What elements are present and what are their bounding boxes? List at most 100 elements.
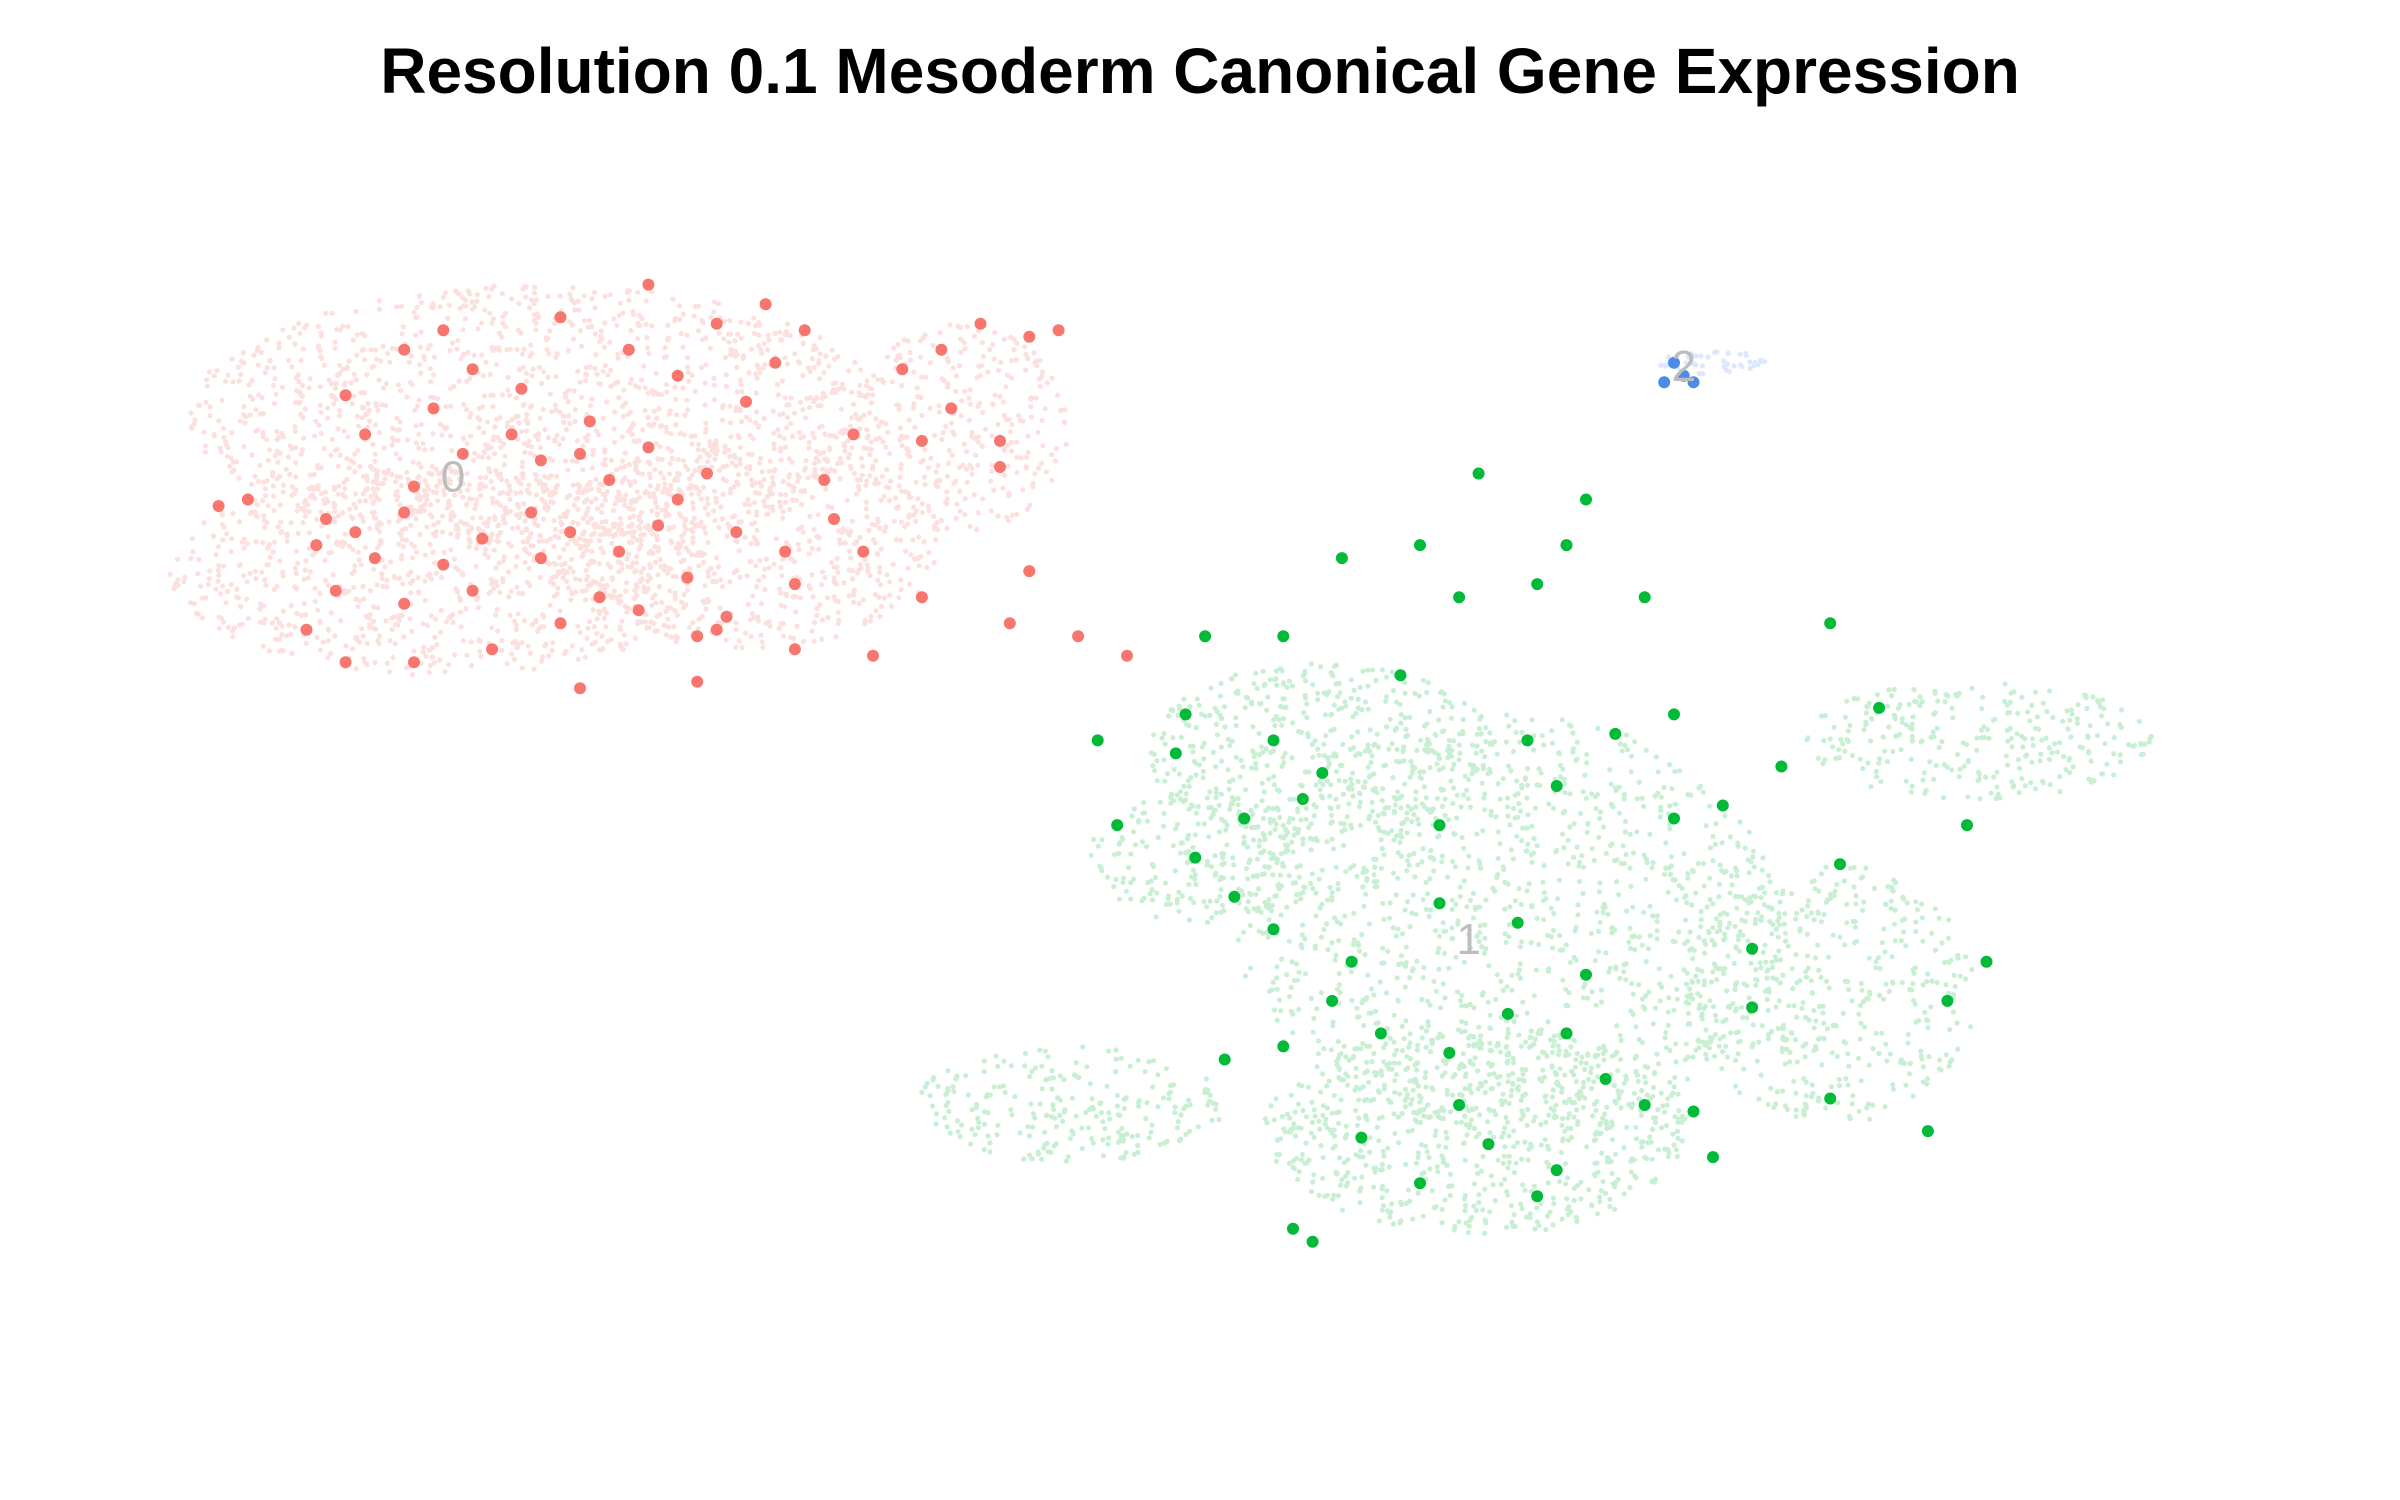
background-point bbox=[1349, 997, 1355, 1004]
background-point bbox=[1310, 1029, 1316, 1035]
background-point bbox=[816, 459, 822, 465]
background-point bbox=[1480, 1207, 1486, 1213]
background-point bbox=[1380, 1203, 1386, 1209]
background-point bbox=[850, 599, 857, 606]
background-point bbox=[1378, 865, 1384, 872]
background-point bbox=[616, 312, 622, 318]
background-point bbox=[1428, 848, 1434, 854]
background-point bbox=[424, 524, 430, 530]
background-point bbox=[945, 381, 951, 387]
background-point bbox=[1481, 950, 1488, 956]
background-point bbox=[601, 344, 608, 350]
background-point bbox=[1343, 1183, 1349, 1189]
background-point bbox=[563, 394, 569, 400]
background-point bbox=[228, 582, 234, 588]
background-point bbox=[1668, 854, 1674, 860]
background-point bbox=[568, 556, 575, 563]
background-point bbox=[1593, 1002, 1599, 1008]
background-point bbox=[665, 445, 671, 451]
background-point bbox=[188, 410, 194, 416]
background-point bbox=[1025, 433, 1031, 439]
background-point bbox=[593, 428, 600, 434]
background-point bbox=[540, 406, 546, 412]
background-point bbox=[617, 300, 624, 306]
background-point bbox=[1676, 929, 1682, 935]
background-point bbox=[336, 413, 342, 419]
background-point bbox=[1532, 805, 1538, 811]
background-point bbox=[1341, 1043, 1347, 1049]
background-point bbox=[554, 432, 560, 438]
background-point bbox=[1299, 1152, 1305, 1158]
background-point bbox=[1394, 975, 1400, 981]
background-point bbox=[559, 521, 565, 528]
background-point bbox=[364, 478, 371, 484]
background-point bbox=[299, 447, 306, 453]
background-point bbox=[1665, 1009, 1671, 1015]
background-point bbox=[420, 621, 426, 627]
background-point bbox=[1575, 912, 1581, 918]
background-point bbox=[1506, 763, 1512, 769]
background-point bbox=[1328, 820, 1334, 826]
background-point bbox=[1593, 806, 1599, 812]
background-point bbox=[1601, 1057, 1607, 1063]
background-point bbox=[966, 395, 972, 401]
background-point bbox=[488, 478, 494, 484]
background-point bbox=[523, 378, 530, 384]
background-point bbox=[621, 632, 628, 638]
background-point bbox=[1337, 990, 1343, 996]
background-point bbox=[1397, 1220, 1403, 1226]
background-point bbox=[1001, 472, 1008, 478]
background-point bbox=[1621, 1080, 1627, 1086]
background-point bbox=[364, 372, 370, 378]
background-point bbox=[293, 375, 299, 381]
background-point bbox=[777, 412, 783, 418]
background-point bbox=[298, 612, 305, 618]
background-point bbox=[432, 560, 438, 566]
background-point bbox=[1650, 1115, 1656, 1121]
background-point bbox=[1467, 804, 1474, 810]
background-point bbox=[599, 633, 605, 639]
background-point bbox=[539, 658, 545, 664]
background-point bbox=[1446, 743, 1452, 750]
background-point bbox=[1585, 821, 1591, 827]
background-point bbox=[477, 474, 483, 481]
background-point bbox=[1655, 1061, 1661, 1067]
background-point bbox=[1414, 958, 1420, 964]
background-point bbox=[1663, 1123, 1670, 1129]
background-point bbox=[1519, 1156, 1525, 1162]
background-point bbox=[276, 345, 282, 351]
background-point bbox=[614, 322, 620, 328]
background-point bbox=[1518, 901, 1524, 908]
background-point bbox=[1483, 897, 1489, 903]
background-point bbox=[1744, 983, 1750, 989]
background-point bbox=[445, 315, 451, 321]
background-point bbox=[1439, 1105, 1445, 1111]
background-point bbox=[782, 355, 788, 361]
background-point bbox=[1270, 979, 1276, 985]
background-point bbox=[866, 527, 872, 534]
background-point bbox=[1571, 1114, 1577, 1120]
background-point bbox=[1390, 1221, 1396, 1227]
background-point bbox=[247, 570, 253, 576]
background-point bbox=[1344, 1082, 1351, 1088]
background-point bbox=[403, 526, 409, 532]
background-point bbox=[703, 362, 709, 368]
background-point bbox=[1456, 1219, 1462, 1225]
background-point bbox=[411, 648, 417, 654]
background-point bbox=[1674, 1128, 1681, 1134]
background-point bbox=[196, 557, 202, 563]
background-point bbox=[1557, 1066, 1563, 1072]
background-point bbox=[1361, 1022, 1367, 1029]
background-point bbox=[1703, 823, 1709, 829]
background-point bbox=[695, 441, 702, 448]
background-point bbox=[974, 526, 980, 533]
background-point bbox=[825, 595, 831, 601]
background-point bbox=[675, 456, 681, 463]
background-point bbox=[592, 365, 598, 371]
background-point bbox=[1410, 1216, 1416, 1222]
background-point bbox=[526, 305, 533, 311]
background-point bbox=[702, 402, 708, 408]
background-point bbox=[1595, 1074, 1601, 1080]
background-point bbox=[283, 466, 289, 472]
background-point bbox=[1447, 1171, 1454, 1177]
